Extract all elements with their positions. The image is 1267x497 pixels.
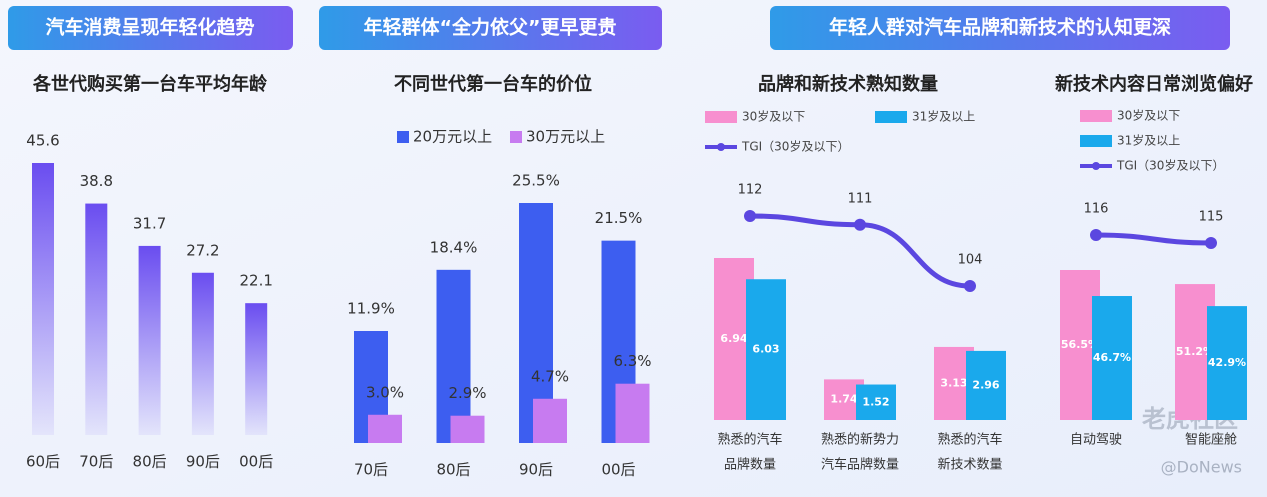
x-tick-label: 00后: [601, 461, 635, 479]
tgi-point: [744, 210, 756, 222]
value-label: 46.7%: [1093, 351, 1131, 364]
tgi-label: 112: [738, 183, 763, 198]
bar: [615, 383, 650, 443]
legend-label: 31岁及以上: [912, 109, 975, 124]
legend-label: 30岁及以下: [742, 109, 805, 124]
value-label: 31.7: [133, 214, 166, 232]
x-tick-label: 60后: [26, 453, 60, 471]
value-label: 2.96: [972, 378, 999, 391]
x-tick-label: 智能座舱: [1185, 433, 1237, 448]
value-label: 1.74: [830, 393, 857, 406]
value-label: 22.1: [239, 272, 272, 290]
value-label: 25.5%: [512, 172, 560, 190]
tgi-label: 111: [848, 191, 873, 206]
value-label: 3.0%: [366, 383, 404, 401]
x-tick-label: 汽车品牌数量: [821, 457, 899, 473]
tgi-label: 104: [958, 253, 983, 268]
legend-label: 30万元以上: [526, 128, 605, 146]
value-label: 6.3%: [613, 352, 651, 370]
chart-title: 新技术内容日常浏览偏好: [1055, 73, 1253, 95]
chart-title: 各世代购买第一台车平均年龄: [32, 73, 268, 95]
x-tick-label: 80后: [133, 453, 167, 471]
legend-label: 31岁及以上: [1117, 133, 1180, 148]
x-tick-label: 70后: [354, 461, 388, 479]
tgi-line: [1093, 232, 1214, 246]
watermark-source: @DoNews: [1161, 458, 1242, 477]
tgi-point: [1205, 237, 1217, 249]
value-label: 6.94: [720, 332, 747, 345]
x-tick-label: 80后: [436, 461, 470, 479]
x-tick-label: 自动驾驶: [1070, 433, 1122, 448]
x-tick-label: 熟悉的新势力: [821, 432, 899, 448]
value-label: 56.5%: [1061, 338, 1099, 351]
bar: [368, 414, 402, 443]
bar: [191, 272, 214, 435]
bar: [1092, 296, 1132, 420]
bar: [746, 279, 786, 420]
x-tick-label: 90后: [186, 453, 220, 471]
banner-text: 年轻群体“全力依父”更早更贵: [364, 16, 617, 39]
bar: [85, 203, 108, 435]
x-tick-label: 新技术数量: [937, 457, 1002, 473]
chart-title: 不同世代第一台车的价位: [394, 73, 592, 95]
bar: [138, 245, 161, 435]
legend-dot: [1092, 162, 1100, 170]
x-tick-label: 品牌数量: [724, 457, 776, 473]
bar: [436, 269, 471, 443]
legend-swatch: [875, 111, 907, 123]
value-label: 3.13: [940, 376, 967, 389]
bar: [1207, 306, 1247, 420]
legend-label: 30岁及以下: [1117, 108, 1180, 123]
banner: [770, 6, 1230, 50]
bar: [856, 384, 896, 420]
legend-label: TGI（30岁及以下）: [741, 139, 849, 154]
value-label: 4.7%: [531, 367, 569, 385]
legend-dot: [717, 143, 725, 151]
legend-swatch: [1080, 135, 1112, 147]
value-label: 45.6: [26, 132, 59, 150]
value-label: 38.8: [80, 172, 113, 190]
x-tick-label: 熟悉的汽车: [937, 432, 1002, 448]
legend-swatch: [397, 131, 409, 143]
value-label: 21.5%: [595, 209, 643, 227]
x-tick-label: 00后: [239, 453, 273, 471]
bar: [450, 415, 485, 443]
value-label: 1.52: [862, 395, 889, 408]
value-label: 51.2%: [1176, 345, 1214, 358]
x-tick-label: 70后: [79, 453, 113, 471]
tgi-point: [964, 280, 976, 292]
banner-text: 汽车消费呈现年轻化趋势: [45, 16, 254, 39]
banner-text: 年轻人群对汽车品牌和新技术的认知更深: [829, 16, 1171, 39]
legend-swatch: [705, 111, 737, 123]
tgi-point: [1090, 229, 1102, 241]
value-label: 2.9%: [448, 384, 486, 402]
tgi-point: [854, 218, 866, 231]
chart-title: 品牌和新技术熟知数量: [758, 73, 938, 95]
tgi-label: 116: [1084, 202, 1109, 217]
x-tick-label: 熟悉的汽车: [717, 432, 782, 448]
value-label: 6.03: [752, 343, 779, 356]
legend-label: 20万元以上: [413, 128, 492, 146]
tgi-label: 115: [1199, 210, 1224, 225]
bar: [32, 163, 54, 435]
value-label: 27.2: [186, 241, 219, 259]
value-label: 11.9%: [347, 300, 395, 318]
banner: [8, 6, 293, 50]
x-tick-label: 90后: [519, 461, 553, 479]
bar: [245, 303, 268, 435]
legend-swatch: [1080, 110, 1112, 122]
legend-label: TGI（30岁及以下）: [1116, 158, 1224, 173]
bar: [533, 398, 567, 443]
banner: [319, 6, 662, 50]
value-label: 42.9%: [1208, 356, 1246, 369]
value-label: 18.4%: [430, 238, 478, 256]
legend-swatch: [510, 131, 522, 143]
bar: [966, 350, 1006, 420]
